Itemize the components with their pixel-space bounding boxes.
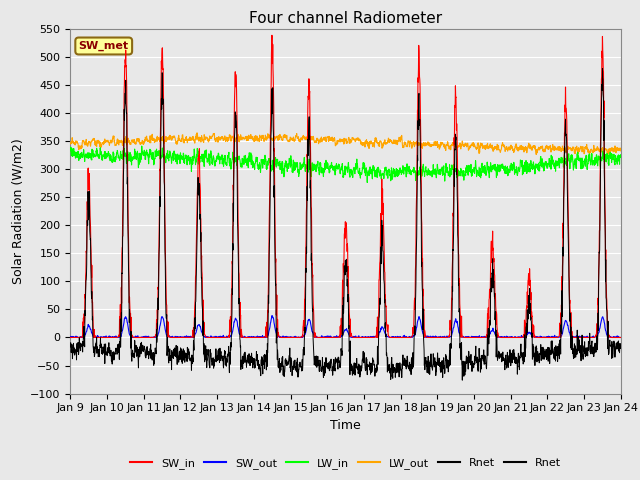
Title: Four channel Radiometer: Four channel Radiometer: [249, 11, 442, 26]
Legend: SW_in, SW_out, LW_in, LW_out, Rnet, Rnet: SW_in, SW_out, LW_in, LW_out, Rnet, Rnet: [125, 454, 566, 474]
Text: SW_met: SW_met: [79, 41, 129, 51]
X-axis label: Time: Time: [330, 419, 361, 432]
Y-axis label: Solar Radiation (W/m2): Solar Radiation (W/m2): [12, 138, 25, 284]
